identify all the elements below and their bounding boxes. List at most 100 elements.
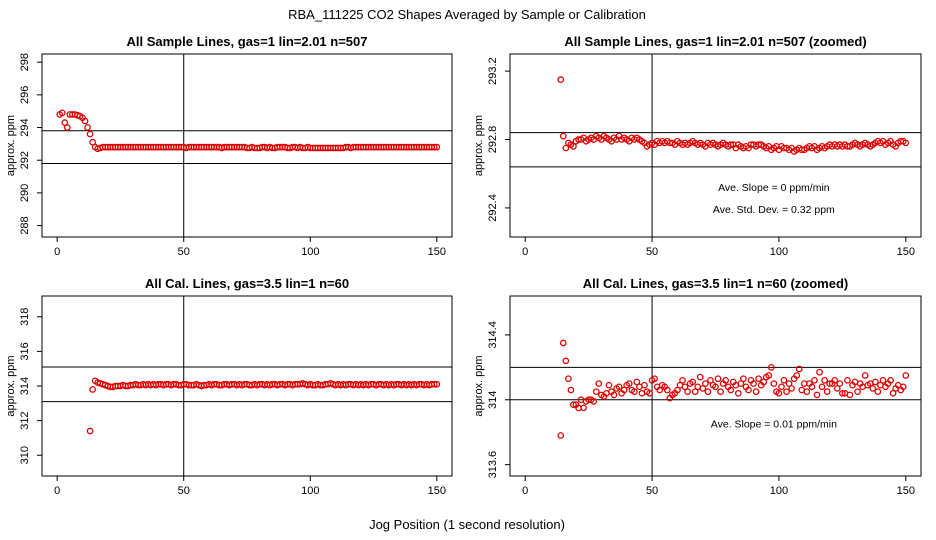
y-tick-label: 314: [19, 377, 31, 395]
data-point: [625, 380, 633, 387]
data-point: [740, 375, 747, 383]
data-point: [704, 388, 712, 396]
data-point: [630, 388, 638, 396]
data-point: [567, 386, 575, 394]
data-point: [821, 376, 828, 384]
data-point: [580, 404, 587, 412]
y-axis-label: approx. ppm: [5, 355, 17, 416]
data-point: [844, 376, 851, 384]
x-tick-label: 150: [428, 485, 446, 497]
data-point: [559, 132, 567, 140]
data-point: [562, 144, 570, 152]
data-point: [592, 388, 600, 396]
data-point: [689, 378, 697, 386]
data-point: [559, 339, 567, 347]
data-point: [712, 383, 719, 391]
figure-title: RBA_111225 CO2 Shapes Averaged by Sample…: [288, 7, 646, 22]
x-tick-label: 100: [301, 246, 319, 258]
y-tick-label: 312: [19, 411, 31, 429]
data-point: [861, 372, 869, 379]
data-point: [81, 117, 89, 125]
figure-xlabel: Jog Position (1 second resolution): [369, 517, 565, 532]
data-point: [839, 389, 846, 397]
panel-title: All Sample Lines, gas=1 lin=2.01 n=507: [127, 34, 368, 49]
data-point: [570, 143, 577, 150]
data-point: [745, 386, 752, 394]
x-tick-label: 150: [897, 485, 915, 497]
plot-frame: [41, 53, 453, 238]
annotation-text: Ave. Slope = 0.01 ppm/min: [711, 418, 837, 430]
data-point: [610, 391, 618, 399]
y-tick-label: 313.6: [487, 451, 499, 479]
data-point: [651, 375, 658, 383]
data-point: [84, 124, 91, 131]
data-point: [770, 380, 778, 387]
data-point: [702, 380, 709, 387]
data-point: [813, 391, 821, 399]
data-point: [869, 385, 877, 392]
data-point: [61, 119, 69, 126]
data-point: [788, 385, 795, 392]
data-point: [646, 389, 653, 397]
x-tick-label: 100: [770, 485, 788, 497]
x-tick-label: 0: [54, 485, 60, 497]
chart-panel-4: All Cal. Lines, gas=3.5 lin=1 n=60 (zoom…: [473, 276, 922, 497]
y-tick-label: 316: [19, 342, 31, 360]
data-point: [430, 143, 438, 151]
data-series: [56, 109, 441, 153]
data-point: [874, 388, 882, 396]
y-tick-label: 298: [19, 53, 31, 71]
data-point: [811, 376, 818, 384]
y-tick-label: 292: [19, 151, 31, 169]
data-point: [727, 141, 735, 148]
data-point: [752, 388, 760, 396]
data-point: [430, 380, 438, 388]
x-tick-label: 0: [522, 485, 528, 497]
data-point: [684, 388, 691, 396]
y-tick-label: 290: [19, 184, 31, 202]
data-point: [86, 130, 94, 138]
y-tick-label: 314: [487, 391, 499, 409]
chart-panel-3: All Cal. Lines, gas=3.5 lin=1 n=60 0 50 100…: [5, 276, 453, 497]
data-point: [433, 380, 441, 388]
data-point: [727, 386, 735, 394]
data-point: [89, 138, 96, 146]
data-point: [902, 372, 910, 379]
data-point: [714, 375, 722, 383]
panel-title: All Cal. Lines, gas=3.5 lin=1 n=60 (zoom…: [583, 276, 849, 291]
y-tick-label: 292.4: [487, 194, 499, 222]
data-point: [641, 381, 648, 389]
data-point: [750, 380, 757, 387]
data-point: [696, 373, 704, 381]
data-point: [836, 380, 844, 387]
data-point: [557, 76, 565, 84]
data-point: [765, 372, 773, 379]
data-point: [871, 378, 879, 386]
x-tick-label: 50: [178, 246, 190, 258]
data-point: [722, 376, 729, 384]
data-point: [679, 376, 686, 384]
data-point: [63, 124, 71, 131]
x-tick-label: 50: [646, 485, 658, 497]
data-point: [793, 372, 801, 379]
data-point: [823, 388, 831, 396]
data-point: [595, 380, 603, 387]
data-point: [562, 357, 570, 365]
x-tick-label: 0: [522, 246, 528, 258]
x-tick-label: 0: [54, 246, 60, 258]
x-tick-label: 150: [428, 246, 446, 258]
data-point: [557, 432, 565, 439]
y-axis-label: approx. ppm: [473, 115, 485, 176]
data-point: [590, 398, 598, 405]
y-axis-label: approx. ppm: [473, 355, 485, 416]
y-tick-label: 293.2: [487, 57, 499, 85]
y-tick-label: 296: [19, 86, 31, 104]
data-point: [767, 364, 775, 371]
y-axis-label: approx. ppm: [5, 115, 17, 176]
chart-panel-2: All Sample Lines, gas=1 lin=2.01 n=507 (…: [473, 34, 922, 258]
data-point: [58, 109, 66, 117]
data-point: [86, 427, 94, 435]
data-point: [570, 401, 577, 408]
data-point: [605, 381, 613, 389]
plot-frame: [509, 53, 922, 238]
